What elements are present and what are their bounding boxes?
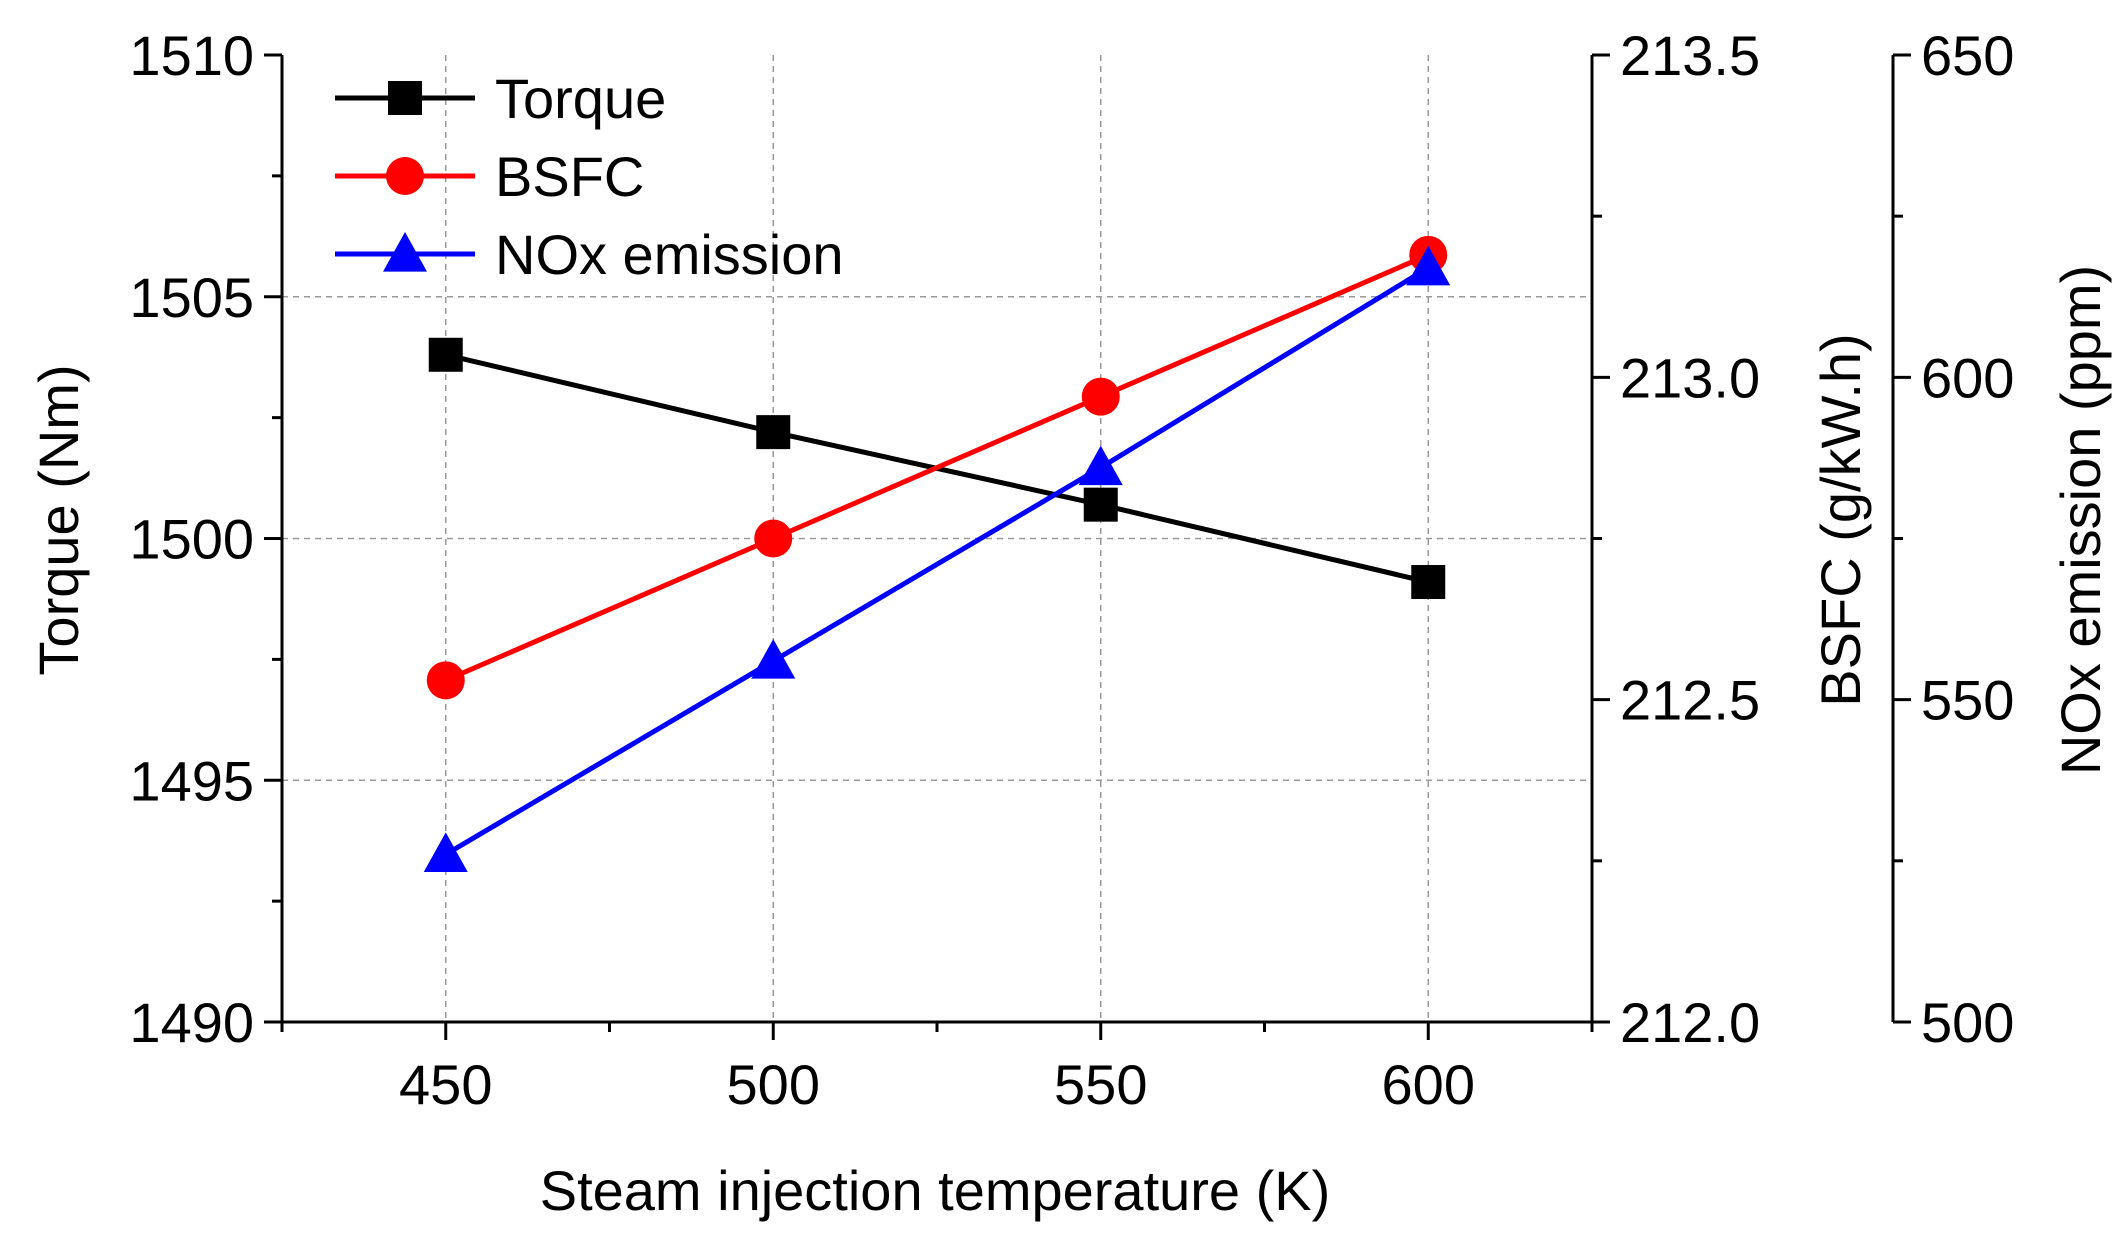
axes: 450 500 550 600 1490 1495 1500 1505 1510 212.0 212… xyxy=(129,24,2014,1116)
torque-tick-label: 1490 xyxy=(129,991,254,1054)
x-tick-label: 500 xyxy=(727,1053,820,1116)
nox-tick-label: 600 xyxy=(1921,346,2014,409)
torque-point xyxy=(428,337,463,372)
legend-bsfc-marker xyxy=(386,157,424,195)
nox-axis-title: NOx emission (ppm) xyxy=(2049,265,2112,775)
bsfc-tick-label: 213.0 xyxy=(1620,346,1760,409)
torque-axis-title: Torque (Nm) xyxy=(27,364,90,675)
legend-torque-marker xyxy=(388,81,422,115)
legend: Torque BSFC NOx emission xyxy=(335,67,844,286)
x-tick-label: 600 xyxy=(1382,1053,1475,1116)
torque-tick-label: 1500 xyxy=(129,508,254,571)
torque-tick-label: 1505 xyxy=(129,266,254,329)
x-tick-label: 550 xyxy=(1054,1053,1147,1116)
nox-emission-point xyxy=(1406,245,1451,286)
x-tick-label: 450 xyxy=(399,1053,492,1116)
series-layer xyxy=(423,235,1451,872)
bsfc-point xyxy=(1081,377,1120,416)
bsfc-line xyxy=(444,252,1430,683)
legend-nox-emission-label: NOx emission xyxy=(495,223,844,286)
torque-tick-label: 1495 xyxy=(129,749,254,812)
bsfc-point xyxy=(754,519,793,558)
torque-point xyxy=(1411,565,1446,600)
torque-tick-label: 1510 xyxy=(129,24,254,87)
nox-emission-point xyxy=(1078,445,1123,486)
bsfc-tick-label: 212.0 xyxy=(1620,991,1760,1054)
legend-torque-label: Torque xyxy=(495,67,666,130)
bsfc-tick-label: 213.5 xyxy=(1620,24,1760,87)
torque-point xyxy=(756,415,791,450)
bsfc-tick-label: 212.5 xyxy=(1620,669,1760,732)
nox-emission-point xyxy=(423,832,468,872)
bsfc-point xyxy=(426,661,465,700)
legend-bsfc-label: BSFC xyxy=(495,145,644,208)
nox-tick-label: 550 xyxy=(1921,669,2014,732)
nox-emission-point xyxy=(751,638,796,679)
nox-tick-label: 650 xyxy=(1921,24,2014,87)
legend-nox-emission-marker xyxy=(383,232,427,272)
bsfc-axis-title: BSFC (g/kW.h) xyxy=(1809,333,1872,706)
x-axis-title: Steam injection temperature (K) xyxy=(540,1159,1331,1222)
nox-tick-label: 500 xyxy=(1921,991,2014,1054)
nox-emission-line xyxy=(444,265,1430,857)
grid-lines xyxy=(282,55,1592,1022)
torque-point xyxy=(1083,487,1118,522)
